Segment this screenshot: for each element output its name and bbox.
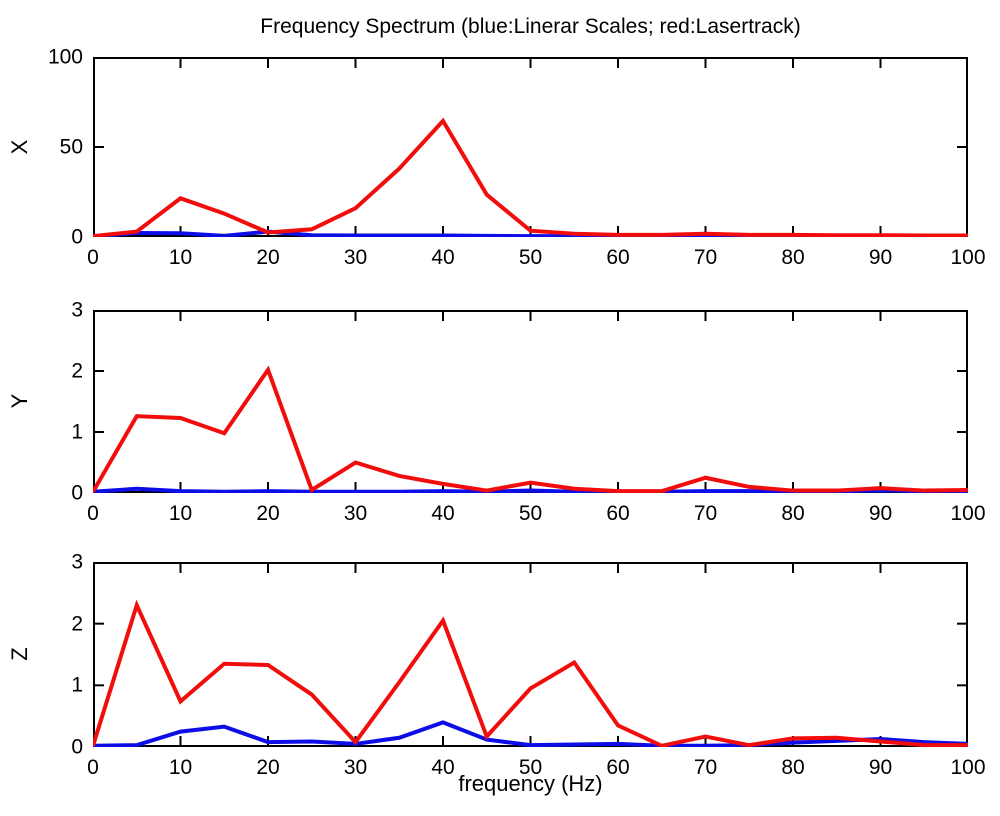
x-axis-label: frequency (Hz) [458, 771, 603, 796]
axes-frame [93, 562, 968, 747]
y-tick-label: 3 [71, 550, 83, 574]
x-tick-label: 60 [606, 502, 630, 525]
axes-frame [93, 310, 968, 493]
x-tick-label: 0 [87, 756, 99, 779]
x-tick-label: 100 [950, 246, 986, 269]
x-tick-label: 100 [950, 756, 986, 779]
plot-canvas [93, 310, 968, 493]
x-tick-label: 100 [950, 502, 986, 525]
x-tick-label: 30 [343, 756, 368, 779]
chart-title: Frequency Spectrum (blue:Linerar Scales;… [260, 15, 801, 38]
y-tick-label: 50 [59, 135, 83, 159]
axes-frame [93, 57, 968, 237]
subplot-y [93, 310, 968, 493]
x-tick-label: 20 [256, 756, 280, 779]
x-tick-label: 80 [781, 756, 805, 779]
series-line-red [93, 599, 968, 747]
y-tick-label: 2 [71, 612, 83, 636]
x-tick-label: 70 [693, 246, 718, 269]
x-tick-label: 90 [868, 246, 893, 269]
subplot-z [93, 562, 968, 747]
y-tick-label: 0 [71, 225, 83, 249]
x-tick-label: 40 [431, 246, 455, 269]
x-tick-label: 40 [431, 756, 455, 779]
x-tick-label: 30 [343, 246, 368, 269]
plot-canvas [93, 57, 968, 237]
x-tick-label: 70 [693, 756, 718, 779]
x-tick-label: 10 [168, 502, 193, 525]
x-tick-label: 0 [87, 502, 99, 525]
x-tick-label: 50 [518, 756, 543, 779]
x-tick-label: 30 [343, 502, 368, 525]
series-line-blue [93, 720, 968, 747]
y-tick-label: 1 [71, 420, 83, 444]
x-tick-label: 80 [781, 246, 805, 269]
y-tick-label: 0 [71, 735, 83, 759]
series-line-red [93, 117, 968, 237]
y-axis-label-y: Y [7, 393, 32, 409]
y-tick-label: 3 [71, 298, 83, 322]
y-tick-label: 1 [71, 673, 83, 697]
y-axis-label-z: Z [7, 647, 32, 661]
y-tick-label: 0 [71, 481, 83, 505]
plot-canvas [93, 562, 968, 747]
x-tick-label: 10 [168, 756, 193, 779]
x-tick-label: 0 [87, 246, 99, 269]
subplot-x [93, 57, 968, 237]
x-tick-label: 50 [518, 502, 543, 525]
x-tick-label: 90 [868, 756, 893, 779]
x-tick-label: 60 [606, 246, 630, 269]
x-tick-label: 60 [606, 756, 630, 779]
x-tick-label: 40 [431, 502, 455, 525]
x-tick-label: 90 [868, 502, 893, 525]
x-tick-label: 10 [168, 246, 193, 269]
x-tick-label: 50 [518, 246, 543, 269]
x-tick-label: 70 [693, 502, 718, 525]
y-tick-label: 100 [47, 45, 83, 69]
x-tick-label: 80 [781, 502, 805, 525]
x-tick-label: 20 [256, 502, 280, 525]
series-line-red [93, 365, 968, 493]
y-tick-label: 2 [71, 359, 83, 383]
x-tick-label: 20 [256, 246, 280, 269]
